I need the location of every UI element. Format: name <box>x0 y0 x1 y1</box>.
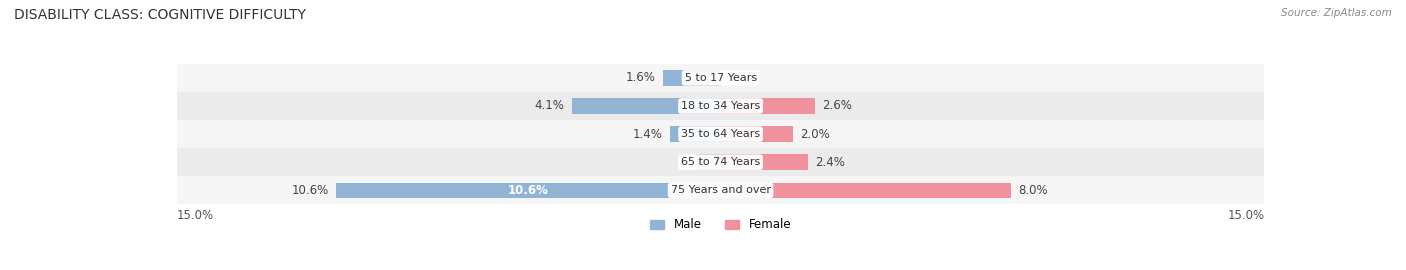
Text: 10.6%: 10.6% <box>508 184 548 197</box>
Bar <box>336 183 721 198</box>
Bar <box>177 148 1264 176</box>
Bar <box>669 126 721 142</box>
Bar <box>177 92 1264 120</box>
Text: 2.6%: 2.6% <box>823 99 852 113</box>
Text: 35 to 64 Years: 35 to 64 Years <box>681 129 761 139</box>
Text: 8.0%: 8.0% <box>1018 184 1047 197</box>
Text: 15.0%: 15.0% <box>177 209 214 222</box>
Bar <box>721 154 807 170</box>
Bar <box>721 183 1011 198</box>
Text: 1.4%: 1.4% <box>633 128 662 141</box>
Bar <box>696 154 721 170</box>
Text: 4.1%: 4.1% <box>534 99 565 113</box>
Bar <box>721 126 793 142</box>
Bar <box>177 120 1264 148</box>
Text: 75 Years and over: 75 Years and over <box>671 185 770 195</box>
Text: 5 to 17 Years: 5 to 17 Years <box>685 73 756 83</box>
Text: 0.0%: 0.0% <box>728 71 758 85</box>
Text: 10.6%: 10.6% <box>291 184 329 197</box>
Text: 2.4%: 2.4% <box>815 156 845 169</box>
Text: 65 to 74 Years: 65 to 74 Years <box>681 157 761 167</box>
Bar <box>177 64 1264 92</box>
Bar <box>662 70 721 86</box>
Bar <box>572 98 721 114</box>
Text: 15.0%: 15.0% <box>1227 209 1264 222</box>
Bar <box>721 98 815 114</box>
Text: Source: ZipAtlas.com: Source: ZipAtlas.com <box>1281 8 1392 18</box>
Text: 1.6%: 1.6% <box>626 71 655 85</box>
Text: DISABILITY CLASS: COGNITIVE DIFFICULTY: DISABILITY CLASS: COGNITIVE DIFFICULTY <box>14 8 307 22</box>
Text: 18 to 34 Years: 18 to 34 Years <box>681 101 761 111</box>
Legend: Male, Female: Male, Female <box>650 218 792 231</box>
Text: 2.0%: 2.0% <box>800 128 830 141</box>
Bar <box>177 176 1264 204</box>
